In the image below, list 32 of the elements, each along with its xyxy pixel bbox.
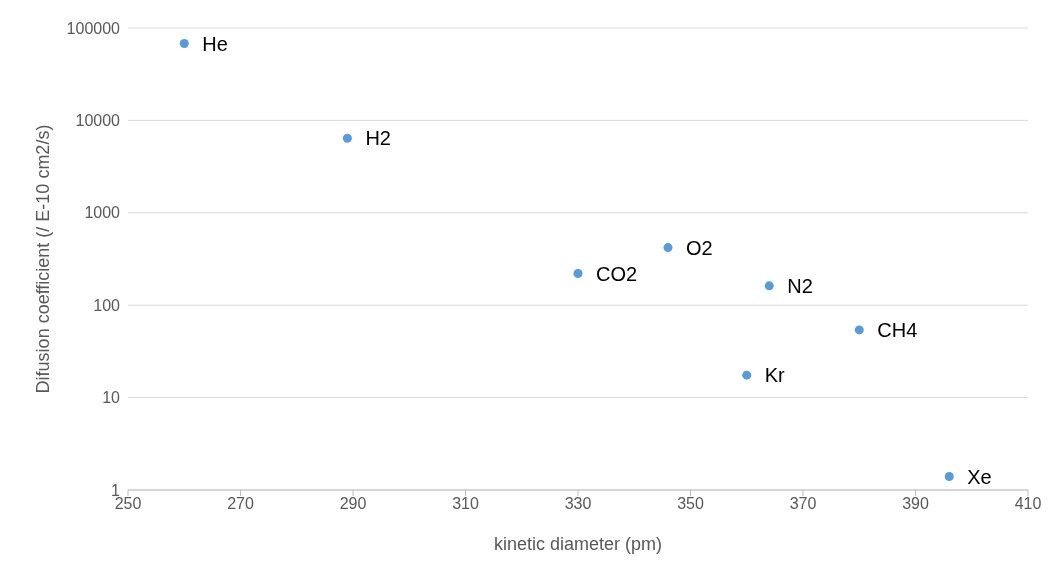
x-tick-label: 270 (227, 495, 254, 513)
y-tick-label: 100 (93, 296, 121, 314)
point (573, 269, 583, 279)
point (663, 243, 673, 253)
x-axis-title: kinetic diameter (pm) (493, 534, 663, 554)
annotation: N2 (787, 274, 813, 297)
y-tick-label: 10000 (75, 112, 121, 130)
point (342, 133, 352, 143)
annotation: Kr (764, 364, 786, 387)
x-tick-label: 330 (564, 495, 592, 513)
point (764, 281, 774, 291)
y-tick-label: 1000 (84, 204, 121, 222)
x-tick-label: 390 (902, 495, 929, 513)
y-axis-title: Difusion coefficient (/ E-10 cm2/s) (33, 124, 54, 394)
y-tick-label: 10 (102, 389, 121, 407)
point (854, 325, 864, 335)
annotation: CO2 (596, 262, 638, 285)
annotation: O2 (686, 236, 713, 259)
annotation: Xe (967, 465, 992, 488)
x-tick-label: 310 (452, 495, 479, 513)
annotation: H2 (365, 127, 391, 150)
x-tick-label: 410 (1014, 495, 1042, 513)
point (179, 38, 189, 48)
point (742, 370, 752, 380)
x-tick-label: 370 (789, 495, 817, 513)
annotation: CH4 (877, 319, 918, 342)
y-tick-label: 100000 (66, 19, 121, 37)
x-tick-label: 250 (114, 495, 142, 513)
x-tick-label: 350 (677, 495, 704, 513)
x-tick-label: 290 (339, 495, 367, 513)
annotation: He (202, 32, 228, 55)
point (944, 471, 954, 481)
